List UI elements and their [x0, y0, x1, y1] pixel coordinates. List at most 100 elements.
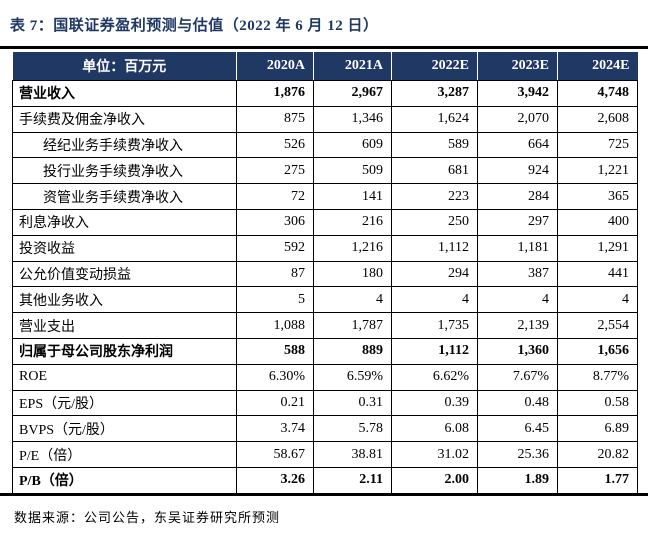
- table-row: 资管业务手续费净收入 72 141 223 284 365: [12, 183, 638, 210]
- value-cell: 387: [477, 260, 558, 288]
- value-cell: 3,942: [477, 80, 558, 107]
- value-cell: 1,876: [236, 80, 314, 107]
- value-cell: 294: [391, 260, 478, 288]
- value-cell: 526: [236, 131, 314, 159]
- value-cell: 4: [477, 286, 558, 314]
- row-label: P/E（倍）: [12, 441, 237, 468]
- table-top-rule: [0, 46, 648, 49]
- year-header-cell: 2023E: [477, 52, 558, 81]
- value-cell: 1,112: [391, 234, 478, 262]
- table-row: 投行业务手续费净收入 275 509 681 924 1,221: [12, 157, 638, 185]
- value-cell: 141: [313, 183, 392, 210]
- value-cell: 20.82: [557, 441, 638, 468]
- value-cell: 6.30%: [236, 363, 314, 391]
- row-label: 资管业务手续费净收入: [12, 183, 237, 210]
- value-cell: 400: [557, 208, 638, 236]
- value-cell: 6.08: [391, 415, 478, 443]
- value-cell: 72: [236, 183, 314, 210]
- value-cell: 0.48: [477, 389, 558, 417]
- value-cell: 4: [391, 286, 478, 314]
- year-header-cell: 2020A: [236, 52, 314, 81]
- value-cell: 889: [313, 337, 392, 365]
- row-label: EPS（元/股）: [12, 389, 237, 417]
- table-bottom-rule: [0, 492, 648, 496]
- value-cell: 180: [313, 260, 392, 288]
- value-cell: 2,070: [477, 105, 558, 133]
- row-label: 经纪业务手续费净收入: [12, 131, 237, 159]
- year-header-cell: 2021A: [313, 52, 392, 81]
- data-source-note: 数据来源：公司公告，东吴证券研究所预测: [14, 509, 281, 525]
- value-cell: 6.89: [557, 415, 638, 443]
- value-cell: 609: [313, 131, 392, 159]
- value-cell: 6.62%: [391, 363, 478, 391]
- row-label: 归属于母公司股东净利润: [12, 337, 237, 365]
- table-row: 营业支出 1,088 1,787 1,735 2,139 2,554: [12, 312, 638, 339]
- value-cell: 5: [236, 286, 314, 314]
- table-row: ROE 6.30% 6.59% 6.62% 7.67% 8.77%: [12, 363, 638, 391]
- table-row: 利息净收入 306 216 250 297 400: [12, 208, 638, 236]
- table-title: 表 7：国联证券盈利预测与估值（2022 年 6 月 12 日）: [10, 18, 379, 34]
- value-cell: 275: [236, 157, 314, 185]
- table-row: 投资收益 592 1,216 1,112 1,181 1,291: [12, 234, 638, 262]
- value-cell: 0.58: [557, 389, 638, 417]
- table-row: 其他业务收入 5 4 4 4 4: [12, 286, 638, 314]
- table-row: P/B（倍） 3.26 2.11 2.00 1.89 1.77: [12, 466, 638, 493]
- value-cell: 2.00: [391, 466, 478, 493]
- value-cell: 0.39: [391, 389, 478, 417]
- value-cell: 1,216: [313, 234, 392, 262]
- value-cell: 365: [557, 183, 638, 210]
- value-cell: 2,608: [557, 105, 638, 133]
- value-cell: 3,287: [391, 80, 478, 107]
- value-cell: 31.02: [391, 441, 478, 468]
- value-cell: 1,112: [391, 337, 478, 365]
- table-body: 营业收入 1,876 2,967 3,287 3,942 4,748 手续费及佣金净收入 87…: [12, 80, 638, 493]
- value-cell: 1,088: [236, 312, 314, 339]
- value-cell: 3.26: [236, 466, 314, 493]
- value-cell: 1,735: [391, 312, 478, 339]
- table-row: 归属于母公司股东净利润 588 889 1,112 1,360 1,656: [12, 337, 638, 365]
- table-row: BVPS（元/股） 3.74 5.78 6.08 6.45 6.89: [12, 415, 638, 443]
- value-cell: 1.77: [557, 466, 638, 493]
- value-cell: 4: [557, 286, 638, 314]
- value-cell: 1,656: [557, 337, 638, 365]
- value-cell: 223: [391, 183, 478, 210]
- table-row: 手续费及佣金净收入 875 1,346 1,624 2,070 2,608: [12, 105, 638, 133]
- value-cell: 589: [391, 131, 478, 159]
- value-cell: 8.77%: [557, 363, 638, 391]
- value-cell: 1,346: [313, 105, 392, 133]
- value-cell: 0.31: [313, 389, 392, 417]
- value-cell: 924: [477, 157, 558, 185]
- value-cell: 441: [557, 260, 638, 288]
- row-label: BVPS（元/股）: [12, 415, 237, 443]
- value-cell: 87: [236, 260, 314, 288]
- year-header-cell: 2022E: [391, 52, 478, 81]
- table-row: 营业收入 1,876 2,967 3,287 3,942 4,748: [12, 80, 638, 107]
- value-cell: 216: [313, 208, 392, 236]
- value-cell: 58.67: [236, 441, 314, 468]
- value-cell: 1,221: [557, 157, 638, 185]
- row-label: 营业收入: [12, 80, 237, 107]
- value-cell: 681: [391, 157, 478, 185]
- value-cell: 509: [313, 157, 392, 185]
- value-cell: 4,748: [557, 80, 638, 107]
- table-row: P/E（倍） 58.67 38.81 31.02 25.36 20.82: [12, 441, 638, 468]
- table-row: 公允价值变动损益 87 180 294 387 441: [12, 260, 638, 288]
- value-cell: 1.89: [477, 466, 558, 493]
- unit-header-cell: 单位：百万元: [12, 52, 237, 81]
- value-cell: 3.74: [236, 415, 314, 443]
- value-cell: 38.81: [313, 441, 392, 468]
- table-header-row: 单位：百万元 2020A 2021A 2022E 2023E 2024E: [12, 52, 638, 81]
- row-label: 其他业务收入: [12, 286, 237, 314]
- year-header-cell: 2024E: [557, 52, 638, 81]
- value-cell: 2,967: [313, 80, 392, 107]
- row-label: ROE: [12, 363, 237, 391]
- value-cell: 250: [391, 208, 478, 236]
- value-cell: 1,360: [477, 337, 558, 365]
- row-label: 手续费及佣金净收入: [12, 105, 237, 133]
- value-cell: 284: [477, 183, 558, 210]
- row-label: 公允价值变动损益: [12, 260, 237, 288]
- value-cell: 25.36: [477, 441, 558, 468]
- row-label: P/B（倍）: [12, 466, 237, 493]
- value-cell: 297: [477, 208, 558, 236]
